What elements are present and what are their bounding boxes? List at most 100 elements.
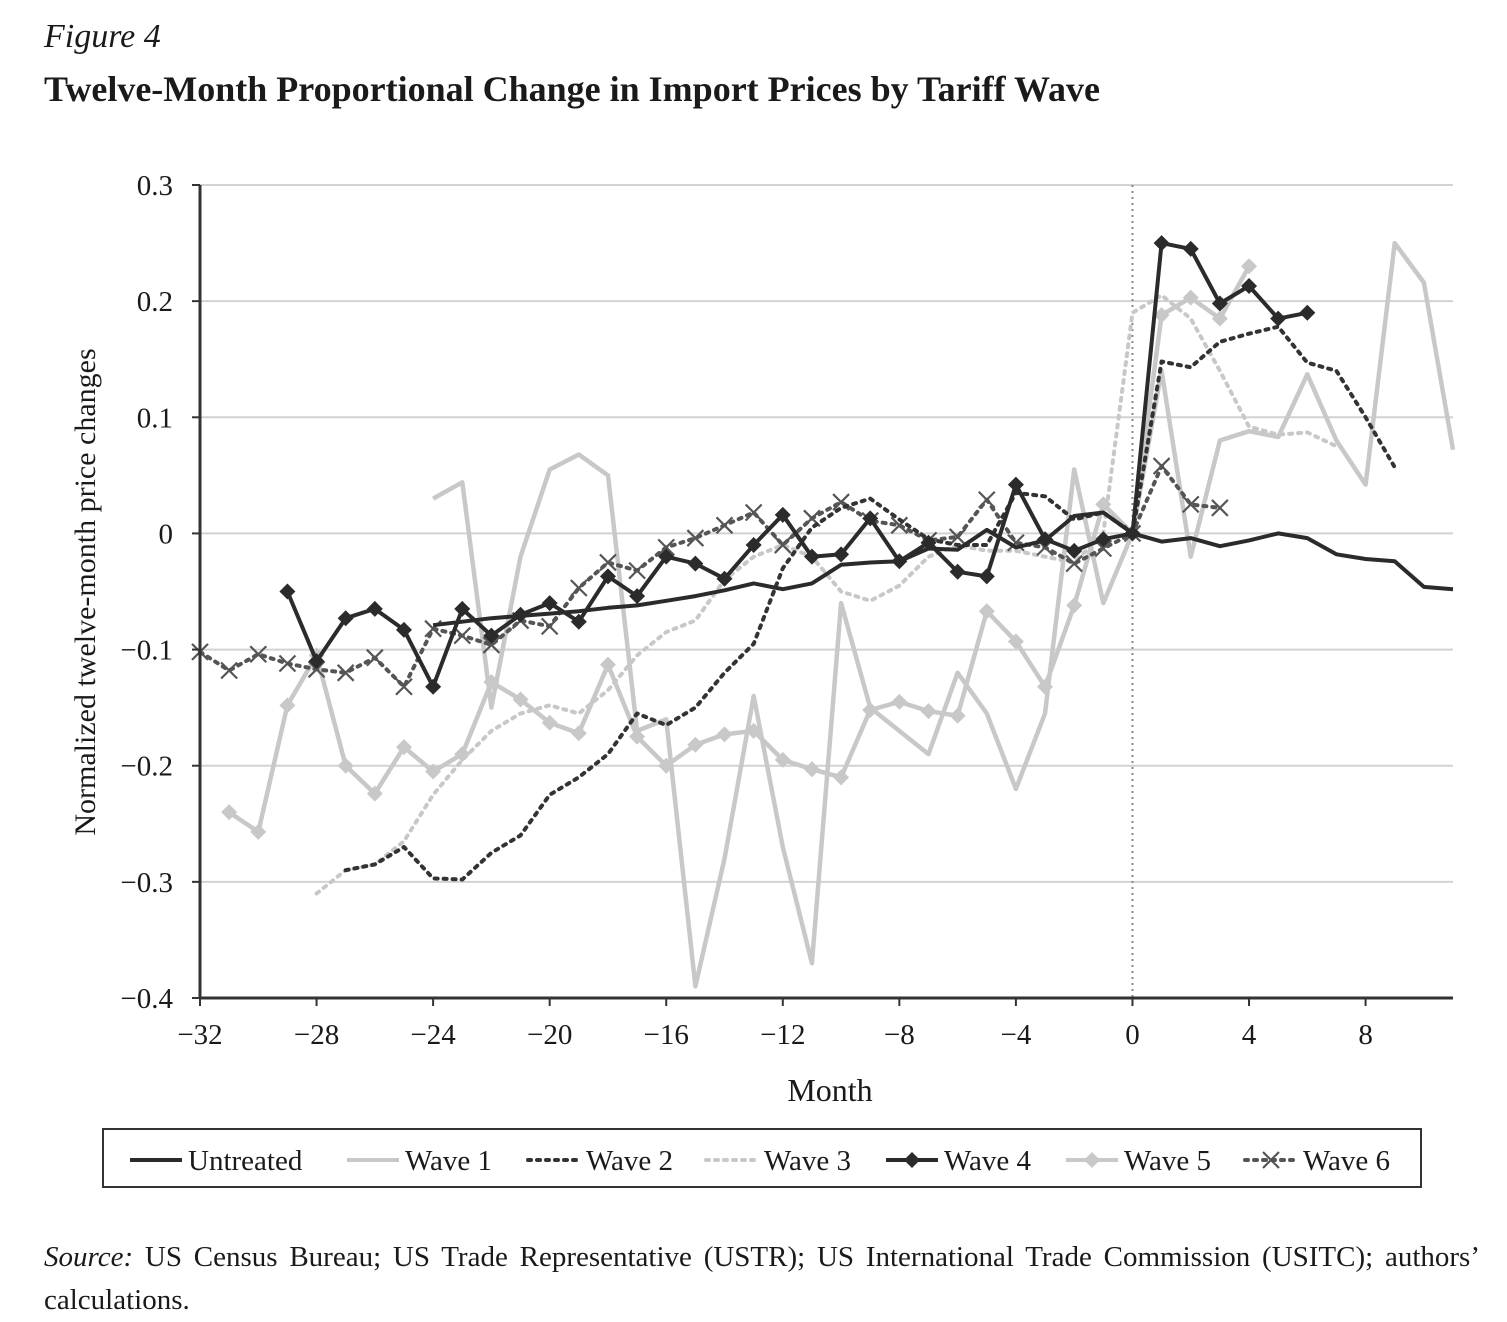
legend-item-wave-2: Wave 2 (526, 1145, 673, 1177)
data-point-wave-5 (658, 757, 675, 774)
data-point-wave-5 (687, 736, 704, 753)
data-point-wave-5 (978, 603, 995, 620)
data-point-wave-4 (774, 506, 791, 523)
data-point-wave-4 (716, 570, 733, 587)
series-line-wave-2 (343, 324, 1397, 882)
x-tick-label: 8 (1358, 1019, 1373, 1051)
data-point-wave-4 (1211, 295, 1228, 312)
data-point-wave-5 (541, 714, 558, 731)
data-point-wave-4 (920, 534, 937, 551)
series-wave-4 (279, 235, 1316, 695)
series-untreated (432, 510, 1454, 628)
source-note: Source: US Census Bureau; US Trade Repre… (44, 1236, 1480, 1322)
data-point-wave-6 (657, 538, 676, 557)
data-point-wave-4 (541, 595, 558, 612)
legend-label-wave-6: Wave 6 (1303, 1145, 1390, 1177)
data-point-wave-5 (716, 726, 733, 743)
x-tick-label: −20 (527, 1019, 572, 1051)
data-point-wave-4 (308, 653, 325, 670)
legend-item-wave-3: Wave 3 (704, 1145, 851, 1177)
legend-item-untreated: Untreated (130, 1145, 303, 1177)
legend-marker-wave-6 (1262, 1151, 1280, 1169)
data-point-wave-5 (1095, 496, 1112, 513)
data-point-wave-6 (482, 636, 501, 654)
data-point-wave-4 (803, 548, 820, 565)
data-point-wave-5 (483, 674, 500, 691)
y-tick-label: 0.2 (137, 286, 173, 318)
data-point-wave-6 (278, 654, 297, 673)
data-point-wave-5 (250, 823, 267, 840)
data-point-wave-5 (1007, 633, 1024, 650)
data-point-wave-4 (1270, 310, 1287, 327)
data-point-wave-5 (454, 746, 471, 763)
data-point-wave-4 (978, 568, 995, 585)
x-tick-label: −8 (884, 1019, 915, 1051)
legend-label-wave-1: Wave 1 (405, 1145, 492, 1177)
x-tick-label: −16 (644, 1019, 689, 1051)
data-point-wave-4 (1095, 531, 1112, 548)
legend: Untreated Wave 1 Wave 2 Wave 3 Wave 4 Wave 5 W… (102, 1128, 1422, 1188)
data-point-wave-5 (745, 722, 762, 739)
x-tick-label: −12 (760, 1019, 805, 1051)
data-point-wave-5 (774, 751, 791, 768)
data-point-wave-5 (512, 691, 529, 708)
data-point-wave-4 (1182, 240, 1199, 257)
data-point-wave-4 (454, 600, 471, 617)
data-point-wave-6 (249, 645, 268, 663)
data-point-wave-4 (1153, 235, 1170, 252)
data-point-wave-6 (628, 561, 646, 580)
data-point-wave-4 (483, 627, 500, 644)
data-point-wave-5 (366, 785, 383, 802)
y-tick-label: −0.4 (120, 983, 173, 1015)
legend-label-wave-5: Wave 5 (1124, 1145, 1211, 1177)
y-tick-label: 0 (159, 518, 174, 550)
source-text: US Census Bureau; US Trade Representativ… (44, 1241, 1480, 1316)
data-point-wave-6 (1152, 457, 1171, 475)
data-point-wave-6 (395, 677, 413, 696)
x-tick-label: 0 (1125, 1019, 1140, 1051)
data-point-wave-4 (512, 606, 529, 623)
y-tick-labels: 0.3 0.2 0.1 0 −0.1 −0.2 −0.3 −0.4 (120, 170, 173, 1015)
data-point-wave-4 (1007, 476, 1024, 493)
data-point-wave-4 (833, 546, 850, 563)
data-point-wave-4 (599, 568, 616, 585)
series-wave-5 (221, 258, 1258, 840)
data-point-wave-6 (336, 664, 355, 682)
data-point-wave-6 (453, 626, 472, 645)
data-point-wave-6 (220, 661, 238, 680)
data-point-wave-6 (1211, 499, 1229, 517)
legend-item-wave-1: Wave 1 (347, 1145, 492, 1177)
data-point-wave-6 (1181, 495, 1200, 514)
data-point-wave-4 (1066, 542, 1083, 559)
data-point-wave-4 (658, 548, 675, 565)
data-point-wave-4 (1124, 525, 1141, 542)
data-point-wave-4 (395, 621, 412, 638)
y-tick-label: 0.1 (137, 402, 173, 434)
y-tick-label: −0.2 (120, 751, 173, 783)
data-point-wave-5 (803, 761, 820, 778)
data-point-wave-4 (1037, 531, 1054, 548)
legend-item-wave-4: Wave 4 (886, 1145, 1032, 1177)
data-point-wave-6 (744, 503, 763, 522)
y-axis-label: Normalized twelve-month price changes (69, 348, 102, 835)
data-point-wave-5 (570, 725, 587, 742)
x-tick-label: −24 (410, 1019, 456, 1051)
data-point-wave-6 (715, 516, 734, 535)
figure-title: Twelve-Month Proportional Change in Impo… (44, 69, 1100, 109)
series-wave-2 (343, 324, 1397, 882)
data-point-wave-4 (1241, 278, 1258, 295)
data-point-wave-5 (862, 701, 879, 718)
data-point-wave-4 (862, 510, 879, 527)
data-point-wave-6 (366, 648, 384, 667)
x-axis-label: Month (787, 1072, 872, 1108)
data-point-wave-5 (395, 739, 412, 756)
legend-item-wave-6: Wave 6 (1243, 1145, 1390, 1177)
data-point-wave-6 (570, 579, 588, 597)
data-point-wave-5 (1211, 310, 1228, 327)
data-point-wave-5 (949, 707, 966, 724)
data-point-wave-4 (891, 553, 908, 570)
data-point-wave-6 (890, 516, 909, 535)
data-point-wave-5 (920, 703, 937, 720)
y-tick-label: 0.3 (137, 170, 173, 202)
